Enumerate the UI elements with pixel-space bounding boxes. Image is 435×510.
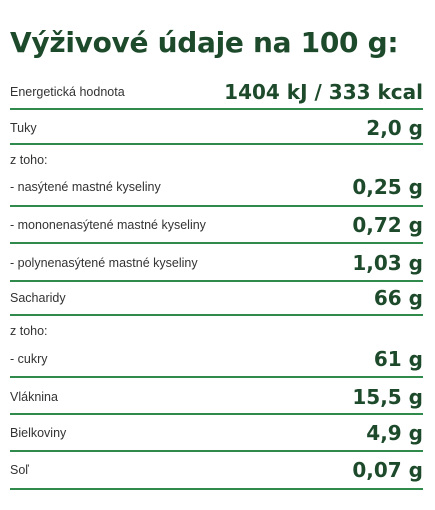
separator — [10, 242, 423, 244]
row-label: Bielkoviny — [10, 426, 67, 440]
row-label: z toho: — [10, 324, 48, 338]
separator — [10, 413, 423, 415]
title: Výživové údaje na 100 g: — [10, 26, 399, 59]
row-label: - nasýtené mastné kyseliny — [10, 180, 161, 194]
row-label: - mononenasýtené mastné kyseliny — [10, 218, 206, 232]
row-label: - cukry — [10, 352, 48, 366]
row-label: Vláknina — [10, 390, 58, 404]
row-value: 0,72 g — [352, 213, 423, 237]
row-value: 0,25 g — [352, 175, 423, 199]
separator — [10, 205, 423, 207]
row-value: 4,9 g — [366, 421, 423, 445]
row-value: 61 g — [373, 347, 423, 371]
row-value: 2,0 g — [366, 116, 423, 140]
row-label: Tuky — [10, 121, 37, 135]
separator — [10, 143, 423, 145]
row-value: 15,5 g — [352, 385, 423, 409]
row-label: - polynenasýtené mastné kyseliny — [10, 256, 198, 270]
separator — [10, 108, 423, 110]
separator — [10, 280, 423, 282]
separator — [10, 314, 423, 316]
row-label: z toho: — [10, 153, 48, 167]
separator — [10, 376, 423, 378]
separator — [10, 450, 423, 452]
row-value: 1,03 g — [352, 251, 423, 275]
row-value: 1404 kJ / 333 kcal — [224, 80, 423, 104]
row-value: 66 g — [373, 286, 423, 310]
separator — [10, 488, 423, 490]
row-value: 0,07 g — [352, 458, 423, 482]
row-label: Energetická hodnota — [10, 85, 125, 99]
row-label: Soľ — [10, 463, 29, 477]
row-label: Sacharidy — [10, 291, 66, 305]
